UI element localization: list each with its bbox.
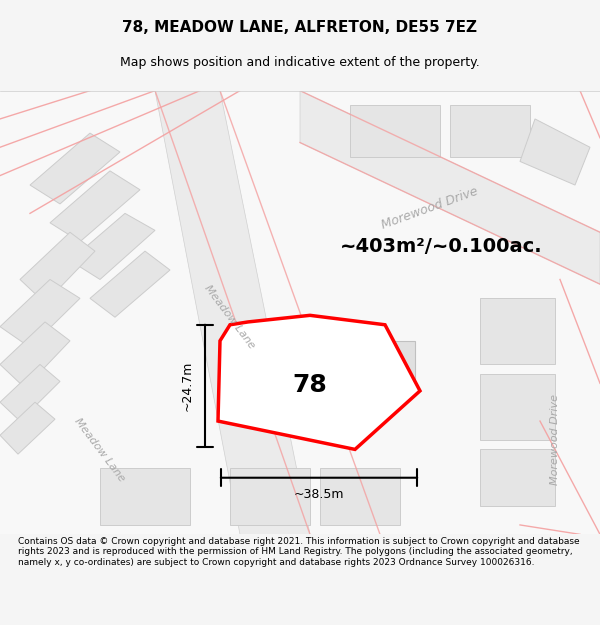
Polygon shape [218,316,420,449]
Text: ~403m²/~0.100ac.: ~403m²/~0.100ac. [340,237,542,256]
Polygon shape [300,91,600,284]
Polygon shape [350,105,440,157]
Text: Meadow Lane: Meadow Lane [203,284,257,351]
Polygon shape [480,374,555,440]
Polygon shape [0,364,60,421]
Text: 78: 78 [293,373,328,398]
Polygon shape [30,133,120,204]
Text: Morewood Drive: Morewood Drive [550,394,560,486]
Polygon shape [70,213,155,279]
Polygon shape [0,322,70,388]
Polygon shape [90,251,170,318]
Polygon shape [270,341,340,383]
Polygon shape [230,468,310,525]
Polygon shape [20,232,95,303]
Polygon shape [480,298,555,364]
Polygon shape [155,91,310,534]
Text: Map shows position and indicative extent of the property.: Map shows position and indicative extent… [120,56,480,69]
Polygon shape [100,468,190,525]
Text: Contains OS data © Crown copyright and database right 2021. This information is : Contains OS data © Crown copyright and d… [18,537,580,567]
Text: ~38.5m: ~38.5m [294,488,344,501]
Polygon shape [0,402,55,454]
Polygon shape [480,449,555,506]
Polygon shape [520,119,590,185]
Polygon shape [320,468,400,525]
Polygon shape [50,171,140,242]
Polygon shape [450,105,530,157]
Polygon shape [0,279,80,348]
Text: Morewood Drive: Morewood Drive [380,185,480,232]
Text: Meadow Lane: Meadow Lane [73,416,127,483]
Text: ~24.7m: ~24.7m [181,361,193,411]
Polygon shape [360,341,415,379]
Text: 78, MEADOW LANE, ALFRETON, DE55 7EZ: 78, MEADOW LANE, ALFRETON, DE55 7EZ [122,20,478,35]
